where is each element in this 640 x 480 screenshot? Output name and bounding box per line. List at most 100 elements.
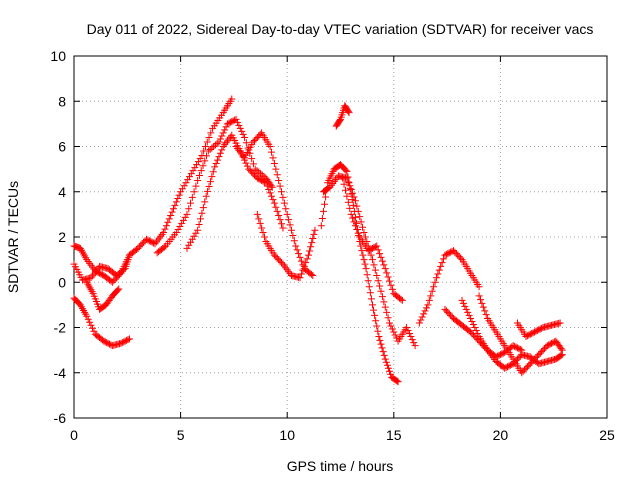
data-point bbox=[474, 336, 482, 344]
data-point bbox=[114, 286, 122, 294]
data-point bbox=[557, 351, 565, 359]
data-point bbox=[253, 133, 261, 141]
y-tick-label: -6 bbox=[54, 410, 67, 426]
data-point bbox=[393, 377, 401, 385]
data-point bbox=[88, 324, 96, 332]
data-point bbox=[359, 251, 367, 259]
data-point bbox=[255, 215, 263, 223]
data-point bbox=[533, 327, 541, 335]
data-point bbox=[349, 214, 357, 222]
data-point bbox=[366, 289, 374, 297]
data-point bbox=[408, 336, 416, 344]
data-point bbox=[403, 324, 411, 331]
data-point bbox=[366, 246, 374, 254]
data-point bbox=[270, 199, 278, 207]
data-point bbox=[498, 350, 506, 358]
data-point bbox=[212, 159, 220, 167]
data-point bbox=[387, 370, 395, 378]
data-point bbox=[451, 248, 459, 256]
data-point bbox=[438, 259, 446, 267]
data-point bbox=[232, 115, 240, 123]
data-point bbox=[531, 355, 539, 363]
data-point bbox=[181, 213, 189, 221]
data-point bbox=[513, 344, 521, 352]
data-point bbox=[246, 167, 254, 175]
data-point bbox=[275, 212, 283, 220]
data-point bbox=[198, 209, 206, 217]
data-point bbox=[265, 185, 273, 193]
series-track-16 bbox=[458, 296, 566, 372]
data-point bbox=[219, 129, 227, 137]
data-point bbox=[556, 319, 564, 327]
data-point bbox=[449, 247, 457, 255]
data-point bbox=[258, 224, 266, 232]
data-point bbox=[307, 270, 315, 278]
data-point bbox=[311, 226, 319, 234]
data-point bbox=[204, 187, 212, 195]
data-point bbox=[276, 216, 284, 224]
data-point bbox=[468, 317, 476, 325]
data-point bbox=[376, 336, 384, 344]
data-point bbox=[372, 317, 380, 325]
data-point bbox=[478, 299, 486, 307]
data-point bbox=[373, 271, 381, 279]
data-point bbox=[259, 177, 267, 185]
data-point bbox=[279, 224, 287, 232]
data-point bbox=[269, 154, 277, 162]
x-tick-label: 20 bbox=[493, 427, 509, 443]
data-point bbox=[380, 298, 388, 306]
data-point bbox=[180, 182, 188, 190]
data-point bbox=[201, 143, 209, 150]
data-point bbox=[358, 247, 366, 255]
data-point bbox=[339, 174, 347, 182]
data-point bbox=[255, 175, 263, 183]
y-tick-label: 4 bbox=[58, 184, 66, 200]
data-point bbox=[209, 168, 217, 176]
data-point bbox=[268, 183, 276, 191]
y-tick-label: 0 bbox=[58, 274, 66, 290]
data-point bbox=[87, 321, 95, 329]
data-point bbox=[108, 278, 116, 286]
data-point bbox=[345, 179, 353, 187]
data-point bbox=[479, 303, 487, 311]
data-point bbox=[90, 327, 98, 335]
data-point bbox=[521, 366, 529, 374]
data-point bbox=[435, 266, 443, 274]
data-point bbox=[270, 251, 278, 259]
data-point bbox=[387, 281, 395, 289]
data-point bbox=[189, 167, 197, 175]
data-point bbox=[364, 277, 372, 285]
data-point bbox=[529, 329, 537, 337]
series-track-18 bbox=[513, 319, 564, 341]
data-point bbox=[258, 176, 266, 184]
series-track-15 bbox=[441, 305, 526, 361]
data-point bbox=[397, 295, 405, 303]
data-point bbox=[263, 182, 271, 190]
data-point bbox=[523, 363, 531, 371]
data-point bbox=[187, 238, 195, 246]
data-point bbox=[379, 348, 387, 356]
y-tick-label: -4 bbox=[54, 365, 67, 381]
data-point bbox=[218, 132, 226, 140]
data-point bbox=[384, 314, 392, 322]
data-point bbox=[532, 327, 540, 335]
data-point bbox=[474, 330, 482, 338]
data-point bbox=[243, 162, 251, 170]
data-point bbox=[256, 219, 264, 227]
x-tick-labels: 0 5 10 15 20 25 bbox=[70, 427, 615, 443]
data-point bbox=[134, 244, 142, 252]
series-track-10 bbox=[317, 161, 402, 386]
data-point bbox=[505, 362, 513, 370]
data-point bbox=[469, 331, 477, 339]
data-point bbox=[275, 176, 283, 184]
x-tick-label: 5 bbox=[177, 427, 185, 443]
data-point bbox=[211, 141, 219, 149]
data-point bbox=[471, 324, 479, 331]
data-point bbox=[380, 261, 388, 269]
data-point bbox=[526, 360, 534, 368]
data-point bbox=[236, 124, 244, 132]
data-point bbox=[144, 236, 152, 244]
data-point bbox=[319, 207, 327, 215]
data-point bbox=[381, 265, 389, 273]
data-point bbox=[276, 182, 284, 190]
